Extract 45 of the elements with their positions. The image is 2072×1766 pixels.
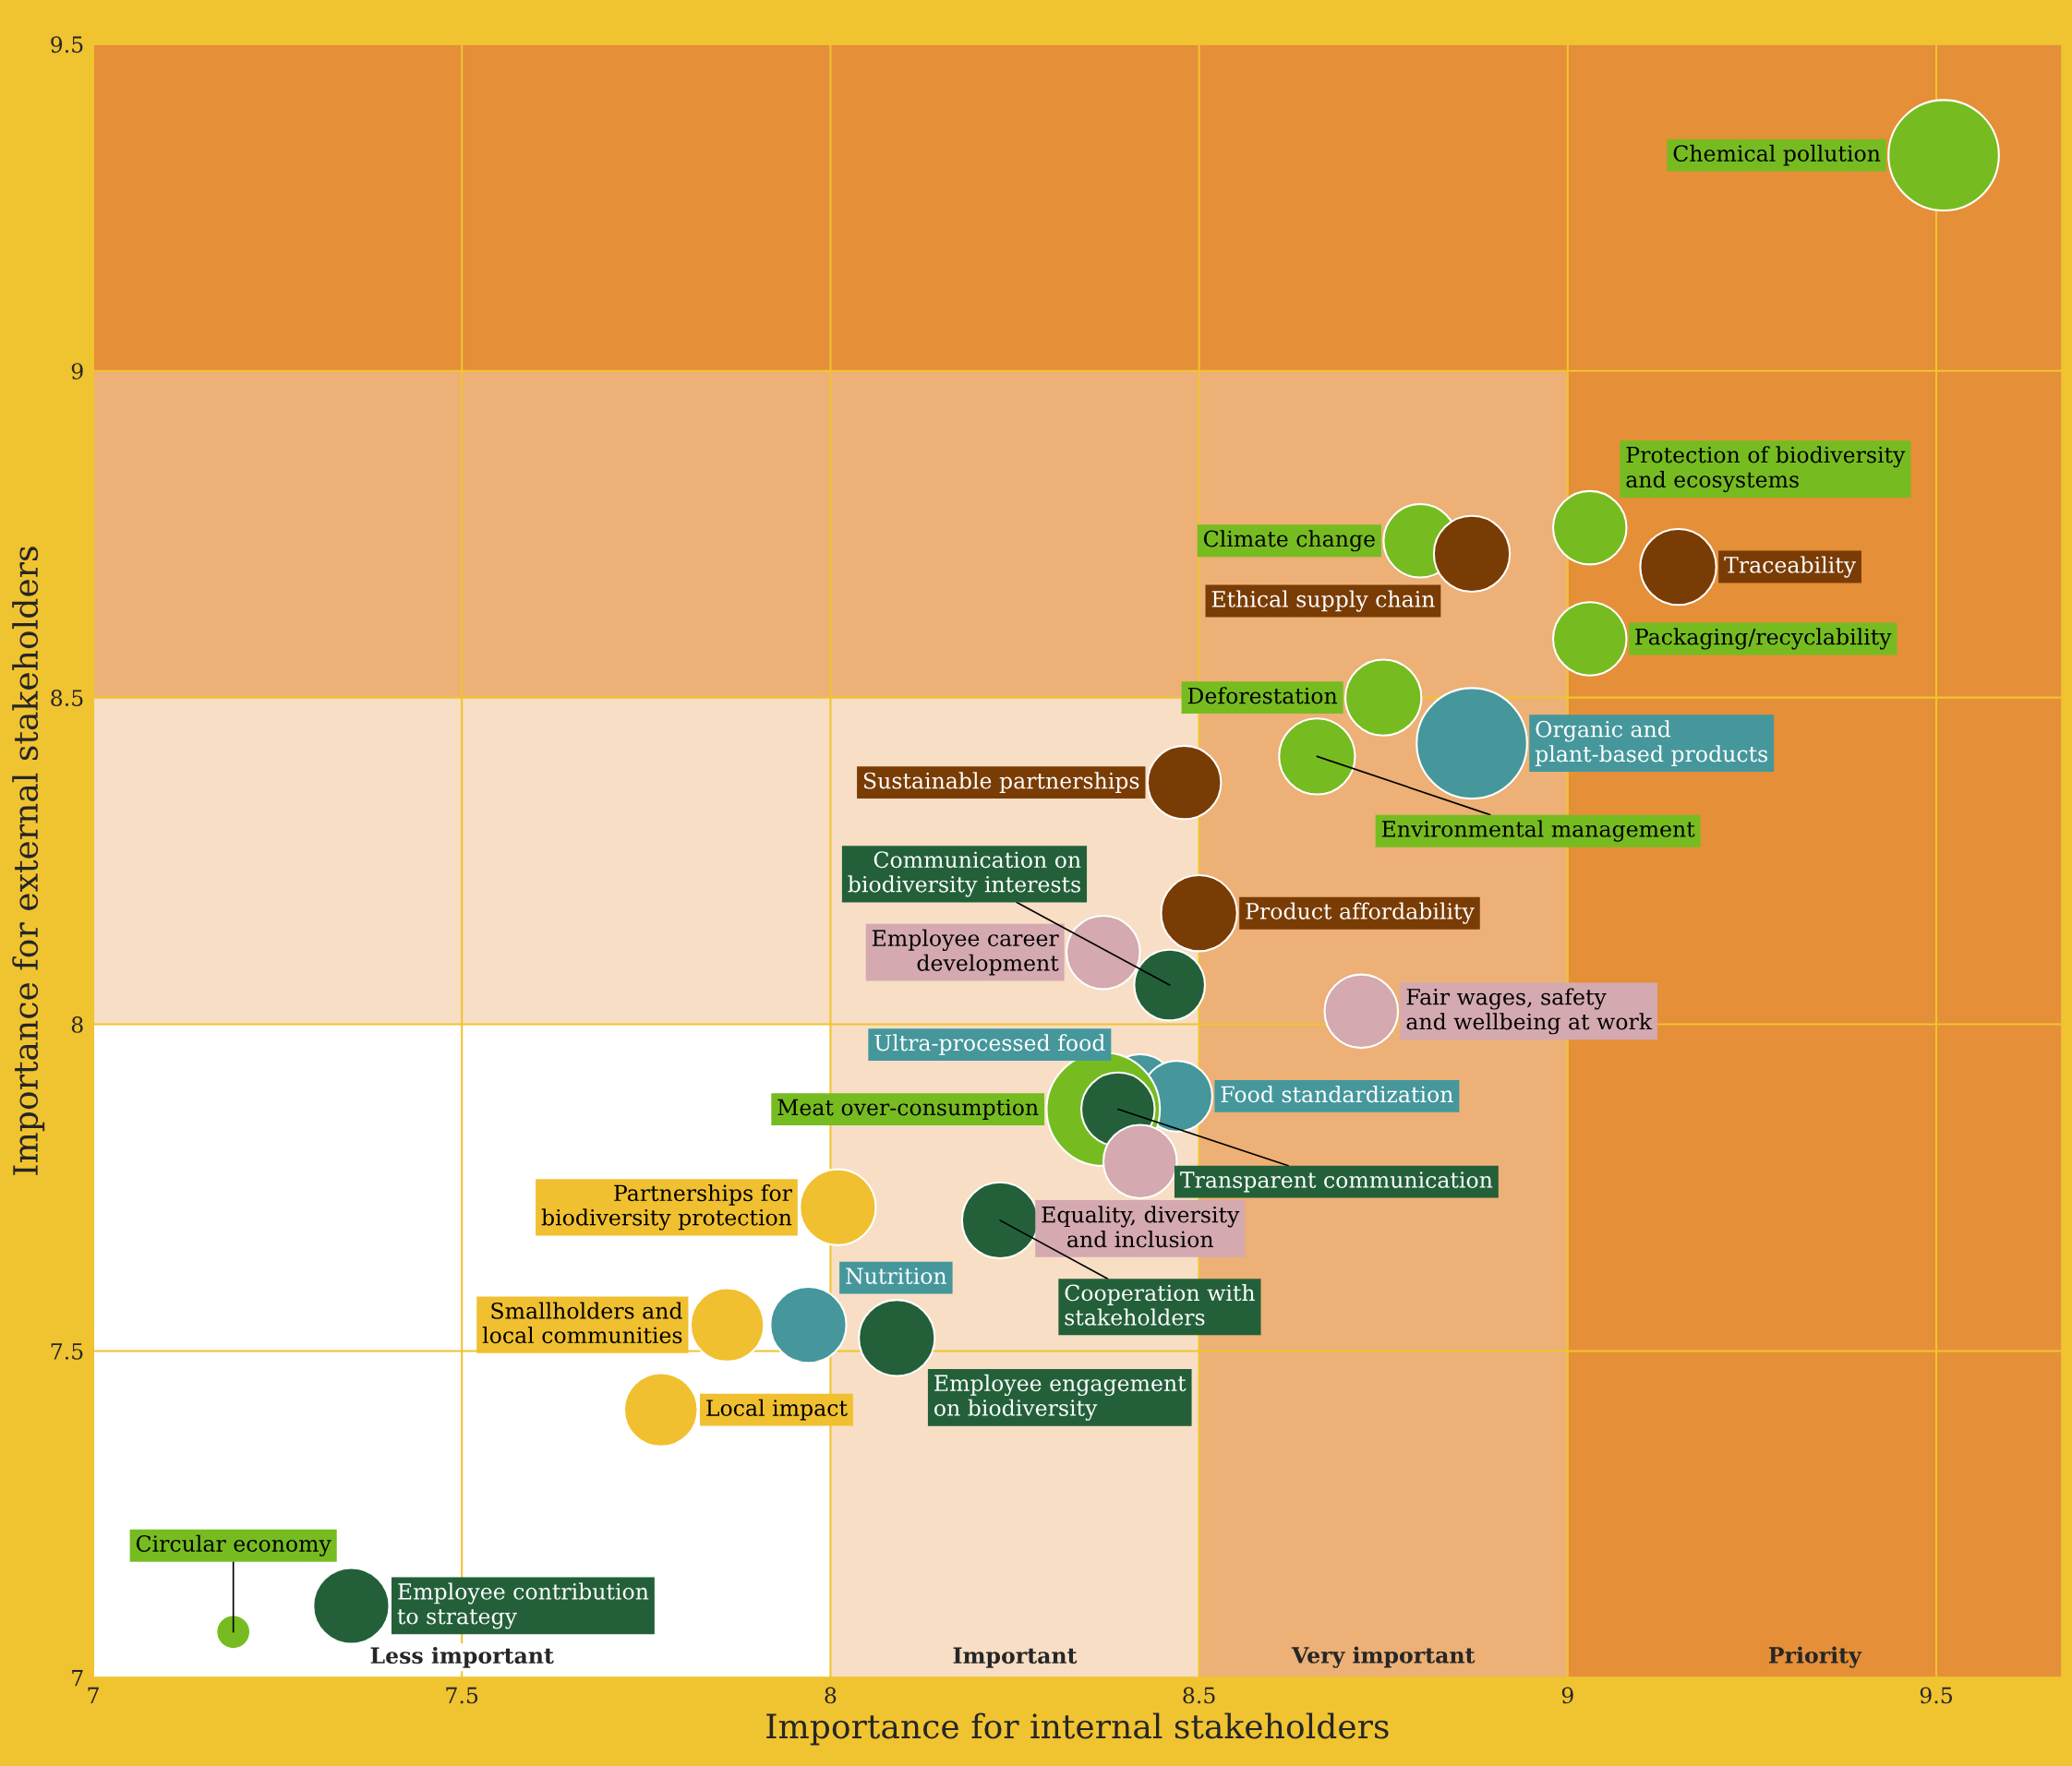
x-tick-label: 9.5 [1920,1687,1952,1704]
x-tick-label: 7.5 [446,1687,478,1704]
series-label: Fair wages, safety and wellbeing at work [1406,988,1653,1035]
y-tick-label: 8 [71,1015,83,1033]
text: Communication on biodiversity interests [848,851,1081,897]
series-label: Deforestation [1187,687,1338,704]
y-tick-label: 8.5 [51,690,83,706]
series-label: Smallholders and local communities [482,1302,682,1344]
series-label: Employee contribution to strategy [397,1582,649,1629]
x-tick-label: 7 [88,1687,99,1704]
series-label: Food standardization [1221,1085,1453,1103]
y-tick-label: 7 [72,1670,83,1687]
x-axis-title: Importance for internal stakeholders [766,1712,1389,1746]
text: Cooperation with stakeholders [1065,1284,1255,1326]
series-label: Product affordability [1246,902,1475,924]
series-label: Packaging/recyclability [1635,628,1892,650]
y-tick-label: 9.5 [51,36,83,54]
series-label: Nutrition [846,1267,947,1284]
annotation: Less important [370,1646,554,1668]
y-tick-label: 7.5 [51,1343,83,1360]
text: Environmental management [1381,820,1695,842]
annotation: Very important [1291,1646,1476,1668]
series-label: Traceability [1724,556,1856,578]
series-label: Meat over-consumption [777,1099,1039,1120]
annotation: Priority [1768,1646,1862,1668]
series-label: Ultra-processed food [874,1034,1105,1056]
series-label: Employee engagement on biodiversity [934,1374,1187,1421]
x-tick-label: 8 [825,1687,837,1704]
x-tick-label: 9 [1561,1687,1573,1704]
series-label: Chemical pollution [1673,144,1881,166]
series-label: Ethical supply chain [1211,590,1435,612]
series-label: Local impact [706,1399,848,1421]
y-axis-title: Importance for external stakeholders [12,547,45,1175]
series-label: Protection of biodiversity and ecosystems [1626,446,1906,493]
series-label: Sustainable partnerships [863,772,1139,794]
text: Circular economy [136,1534,331,1556]
series-label: Employee career development [872,929,1059,976]
y-tick-label: 9 [71,363,83,380]
series-label: Organic and plant-based products [1535,720,1768,766]
text: Transparent communication [1180,1171,1493,1193]
series-label: Equality, diversity and inclusion [1042,1206,1240,1248]
annotation: Important [953,1647,1078,1668]
series-label: Partnerships for biodiversity protection [541,1183,792,1231]
x-tick-label: 8.5 [1183,1687,1215,1704]
series-label: Climate change [1203,530,1375,552]
